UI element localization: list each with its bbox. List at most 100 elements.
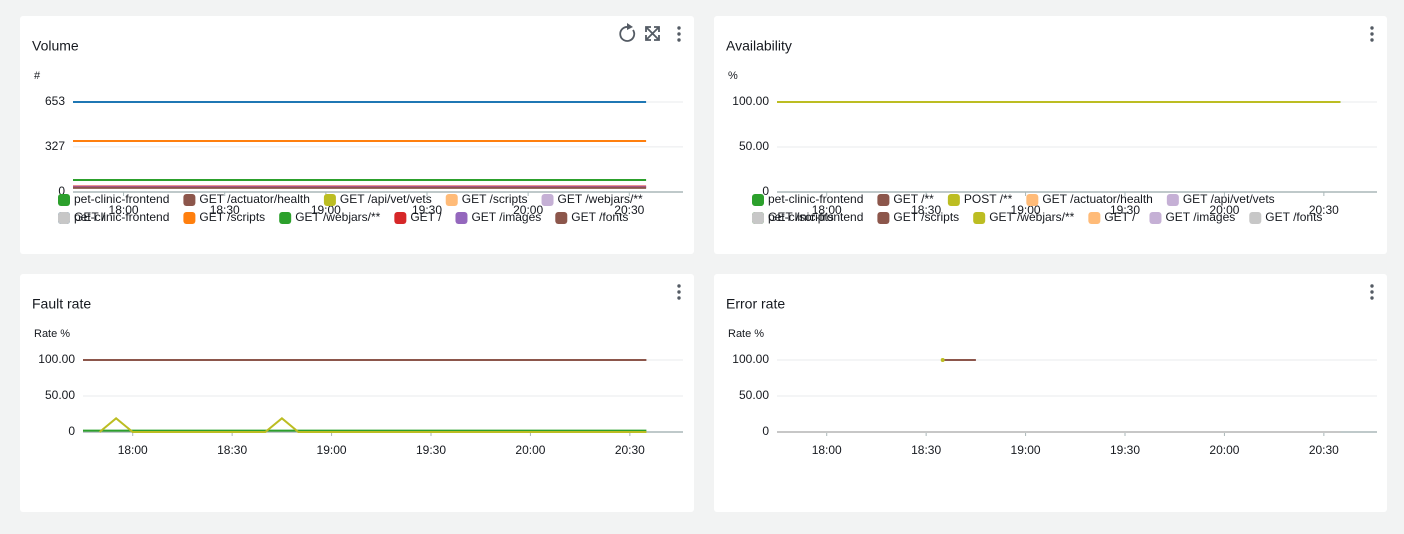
legend-label: GET /scripts — [768, 210, 834, 224]
panel-title: Error rate — [726, 296, 785, 312]
x-tick-label: 18:00 — [812, 443, 842, 457]
y-tick-label: 50.00 — [739, 139, 769, 153]
y-tick-label: 100.00 — [732, 94, 769, 108]
legend-swatch — [455, 212, 468, 224]
legend-swatch — [183, 194, 196, 206]
legend-label: GET / — [1104, 210, 1136, 224]
menu-button[interactable] — [1370, 284, 1374, 300]
menu-button[interactable] — [1370, 26, 1374, 42]
data-point — [940, 358, 945, 362]
legend-swatch — [1166, 194, 1179, 206]
x-tick-label: 18:00 — [812, 203, 842, 217]
x-tick-label: 18:30 — [911, 203, 941, 217]
legend-swatch — [752, 212, 764, 224]
x-tick-label: 19:30 — [1110, 443, 1140, 457]
panel-title: Fault rate — [32, 296, 91, 312]
legend-label: GET / — [74, 210, 106, 224]
legend-label: POST /** — [964, 192, 1013, 206]
legend-swatch — [752, 194, 764, 206]
legend-swatch — [973, 212, 986, 224]
x-tick-label: 20:00 — [513, 203, 543, 217]
legend-swatch — [279, 212, 292, 224]
y-tick-label: 327 — [45, 139, 65, 153]
legend-label: GET /webjars/** — [558, 192, 643, 206]
legend-label: pet-clinic-frontend — [74, 192, 169, 206]
legend-label: GET /** — [893, 192, 934, 206]
y-tick-label: 653 — [45, 94, 65, 108]
legend-swatch — [58, 194, 70, 206]
panel-title: Volume — [32, 38, 79, 54]
legend-label: pet-clinic-frontend — [768, 192, 863, 206]
legend-swatch — [1149, 212, 1162, 224]
x-tick-label: 20:00 — [1209, 203, 1239, 217]
y-tick-label: 0 — [762, 424, 769, 438]
legend-label: GET /scripts — [199, 210, 265, 224]
panel-title: Availability — [726, 38, 792, 54]
legend-label: pet-clinic-frontend — [768, 210, 863, 224]
legend-swatch — [947, 194, 960, 206]
x-tick-label: 20:30 — [614, 203, 644, 217]
legend-swatch — [555, 212, 568, 224]
legend-label: GET /api/vet/vets — [340, 192, 432, 206]
x-tick-label: 19:00 — [1011, 203, 1041, 217]
legend-swatch — [1026, 194, 1039, 206]
legend-label: GET /scripts — [462, 192, 528, 206]
panel — [714, 274, 1387, 512]
menu-button[interactable] — [677, 284, 681, 300]
legend-swatch — [183, 212, 196, 224]
legend-swatch — [394, 212, 407, 224]
legend-label: GET /images — [1165, 210, 1235, 224]
legend-swatch — [58, 212, 70, 224]
legend-label: GET /webjars/** — [989, 210, 1074, 224]
x-tick-label: 18:00 — [109, 203, 139, 217]
x-tick-label: 20:30 — [1309, 203, 1339, 217]
legend-swatch — [1249, 212, 1262, 224]
x-tick-label: 19:30 — [412, 203, 442, 217]
legend-swatch — [541, 194, 554, 206]
x-tick-label: 20:30 — [1309, 443, 1339, 457]
menu-button[interactable] — [677, 26, 681, 42]
y-axis-label: % — [728, 70, 738, 82]
panel — [20, 274, 694, 512]
series-line — [98, 417, 647, 433]
y-tick-label: 100.00 — [732, 352, 769, 366]
x-tick-label: 20:30 — [615, 443, 645, 457]
x-tick-label: 18:30 — [217, 443, 247, 457]
y-tick-label: 50.00 — [45, 388, 75, 402]
x-tick-label: 19:00 — [1011, 443, 1041, 457]
legend-label: GET /images — [471, 210, 541, 224]
legend-swatch — [877, 212, 890, 224]
legend-label: GET /actuator/health — [199, 192, 310, 206]
legend-label: GET /scripts — [893, 210, 959, 224]
refresh-button[interactable] — [619, 23, 636, 42]
x-tick-label: 19:00 — [317, 443, 347, 457]
legend-swatch — [877, 194, 890, 206]
x-tick-label: 20:00 — [515, 443, 545, 457]
expand-button[interactable] — [645, 26, 660, 41]
legend-label: GET / — [410, 210, 442, 224]
y-axis-label: Rate % — [728, 328, 764, 340]
legend-label: GET /fonts — [1265, 210, 1322, 224]
x-tick-label: 18:00 — [118, 443, 148, 457]
legend-label: pet-clinic-frontend — [74, 210, 169, 224]
x-tick-label: 19:00 — [311, 203, 341, 217]
y-tick-label: 0 — [762, 184, 769, 198]
x-tick-label: 18:30 — [210, 203, 240, 217]
x-tick-label: 19:30 — [1110, 203, 1140, 217]
y-tick-label: 50.00 — [739, 388, 769, 402]
y-axis-label: Rate % — [34, 328, 70, 340]
y-axis-label: # — [34, 70, 41, 82]
y-tick-label: 100.00 — [38, 352, 75, 366]
x-tick-label: 20:00 — [1209, 443, 1239, 457]
legend-label: GET /api/vet/vets — [1183, 192, 1275, 206]
legend-swatch — [323, 194, 336, 206]
legend-swatch — [445, 194, 458, 206]
legend-swatch — [1088, 212, 1101, 224]
y-tick-label: 0 — [68, 424, 75, 438]
legend-label: GET /actuator/health — [1042, 192, 1153, 206]
x-tick-label: 19:30 — [416, 443, 446, 457]
legend-label: GET /webjars/** — [295, 210, 380, 224]
y-tick-label: 0 — [58, 184, 65, 198]
legend-label: GET /fonts — [571, 210, 628, 224]
